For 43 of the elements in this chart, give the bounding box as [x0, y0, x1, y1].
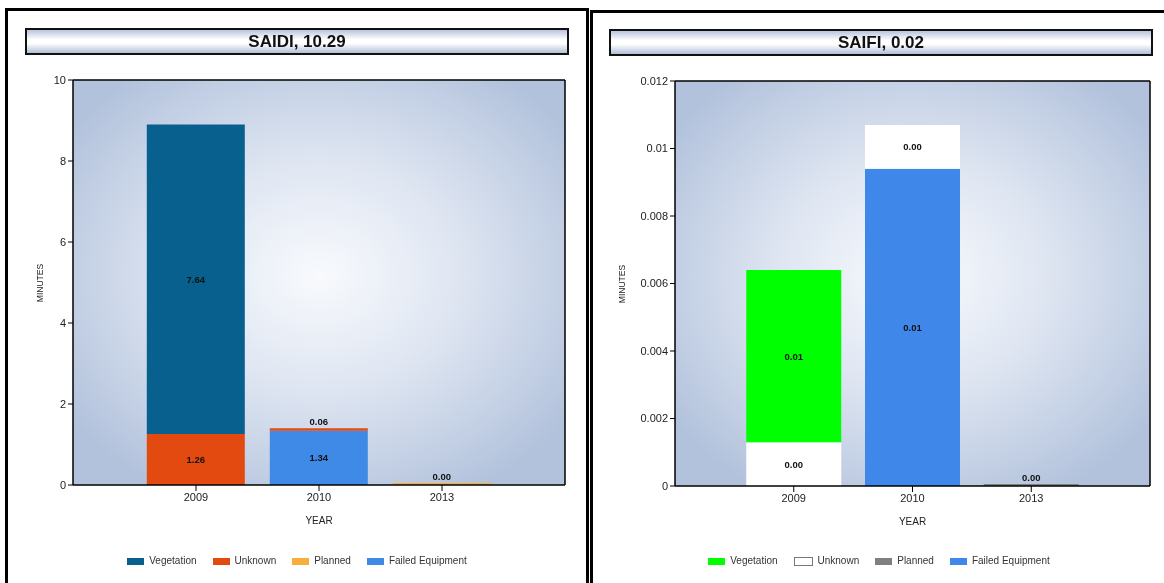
data-label: 0.01: [903, 321, 923, 333]
legend-label: Failed Equipment: [971, 555, 1050, 567]
y-axis-title: MINUTES: [35, 263, 45, 302]
x-tick-label: 2013: [1019, 491, 1044, 504]
x-tick-label: 2010: [900, 491, 925, 504]
data-label: 0.00: [432, 470, 452, 482]
x-axis-title: YEAR: [898, 516, 927, 528]
y-tick-label: 10: [53, 73, 66, 86]
data-label: 1.34: [309, 452, 329, 464]
legend-label: Unknown: [817, 555, 860, 567]
data-label: 0.06: [309, 415, 329, 427]
legend-label: Planned: [897, 555, 934, 567]
x-tick-label: 2009: [781, 491, 806, 504]
legend-label: Planned: [314, 555, 351, 567]
y-tick-label: 0: [59, 478, 66, 491]
x-tick-label: 2013: [429, 490, 455, 503]
y-tick-label: 0.006: [640, 277, 668, 290]
data-label: 7.64: [186, 273, 206, 285]
legend-label: Vegetation: [149, 555, 197, 567]
legend-label: Vegetation: [730, 555, 778, 567]
chart-title: SAIDI, 10.29: [25, 28, 569, 55]
data-label: 1.26: [186, 453, 206, 465]
y-tick-label: 0.008: [640, 209, 668, 222]
y-tick-label: 0.012: [640, 74, 668, 87]
y-tick-label: 0: [661, 479, 668, 492]
y-tick-label: 0.002: [640, 412, 668, 425]
y-tick-label: 2: [59, 397, 66, 410]
legend-label: Failed Equipment: [388, 555, 467, 567]
y-tick-label: 6: [59, 235, 66, 248]
data-label: 0.00: [903, 141, 922, 153]
y-tick-label: 0.01: [646, 142, 668, 155]
data-label: 0.01: [784, 350, 804, 362]
data-label: 0.00: [1022, 471, 1041, 483]
chart-title: SAIFI, 0.02: [609, 29, 1153, 56]
legend-label: Unknown: [234, 555, 277, 567]
y-tick-label: 8: [59, 154, 66, 167]
y-tick-label: 0.004: [640, 344, 668, 357]
x-axis-title: YEAR: [305, 515, 333, 527]
y-axis-title: MINUTES: [617, 264, 627, 303]
x-tick-label: 2010: [306, 490, 332, 503]
y-tick-label: 4: [59, 316, 66, 329]
x-tick-label: 2009: [183, 490, 209, 503]
data-label: 0.00: [784, 458, 803, 470]
